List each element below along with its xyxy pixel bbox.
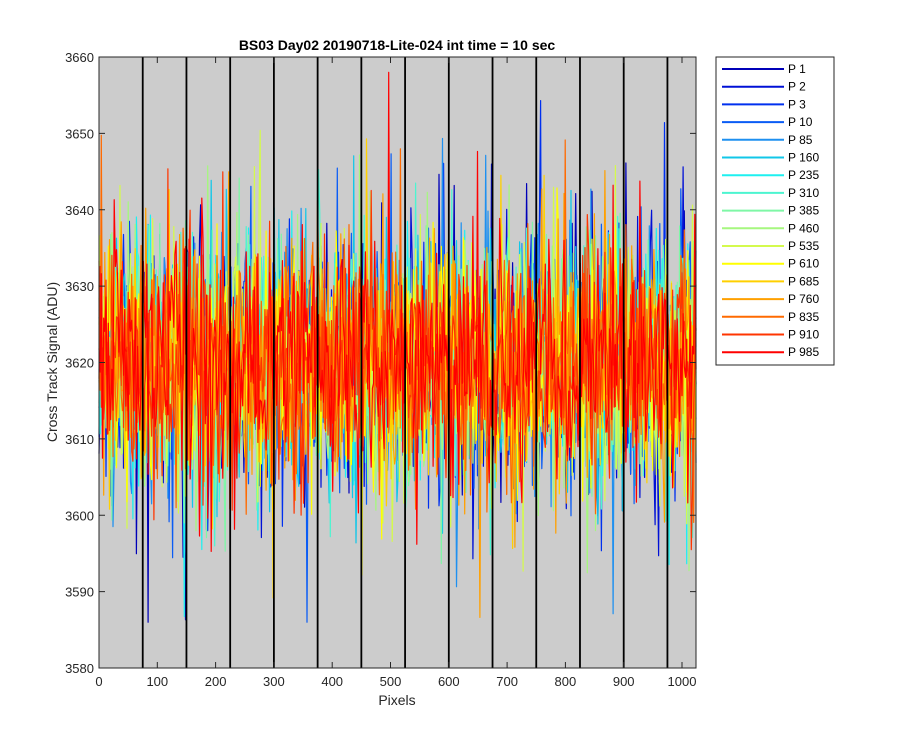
- legend-label: P 310: [788, 186, 819, 200]
- legend-label: P 460: [788, 221, 819, 235]
- legend-label: P 85: [788, 133, 813, 147]
- legend-label: P 10: [788, 115, 813, 129]
- x-tick-label: 800: [555, 674, 577, 689]
- y-axis-title: Cross Track Signal (ADU): [44, 282, 60, 442]
- reference-lines: [141, 57, 669, 668]
- y-tick-label: 3630: [65, 279, 94, 294]
- legend-label: P 385: [788, 204, 819, 218]
- legend-items: P 1 P 2 P 3 P 10 P 85 P 160 P 235 P 310 P 385 P 4…: [722, 62, 819, 359]
- y-tick-label: 3590: [65, 585, 94, 600]
- x-tick-label: 600: [438, 674, 460, 689]
- y-tick-label: 3620: [65, 356, 94, 371]
- y-tick-label: 3610: [65, 432, 94, 447]
- x-axis-ticks: 0 100 200 300 400 500 600 700 800 900 1000: [95, 57, 696, 689]
- y-tick-label: 3650: [65, 126, 94, 141]
- legend-label: P 610: [788, 257, 819, 271]
- y-tick-label: 3580: [65, 661, 94, 676]
- x-tick-label: 900: [613, 674, 635, 689]
- legend-label: P 3: [788, 97, 806, 111]
- x-tick-label: 500: [380, 674, 402, 689]
- legend-label: P 535: [788, 239, 819, 253]
- legend-label: P 835: [788, 310, 819, 324]
- legend-label: P 1: [788, 62, 806, 76]
- legend-label: P 985: [788, 345, 819, 359]
- x-tick-label: 200: [205, 674, 227, 689]
- y-tick-label: 3640: [65, 203, 94, 218]
- legend-label: P 685: [788, 274, 819, 288]
- legend-label: P 910: [788, 328, 819, 342]
- x-tick-label: 100: [146, 674, 168, 689]
- legend-label: P 235: [788, 168, 819, 182]
- x-tick-label: 1000: [668, 674, 697, 689]
- x-tick-label: 0: [95, 674, 102, 689]
- y-tick-label: 3660: [65, 50, 94, 65]
- y-tick-label: 3600: [65, 508, 94, 523]
- legend: P 1 P 2 P 3 P 10 P 85 P 160 P 235 P 310 P 385 P 4…: [715, 56, 835, 366]
- x-tick-label: 400: [321, 674, 343, 689]
- x-tick-label: 300: [263, 674, 285, 689]
- x-axis-title: Pixels: [378, 692, 415, 708]
- legend-label: P 2: [788, 80, 806, 94]
- x-tick-label: 700: [496, 674, 518, 689]
- legend-label: P 160: [788, 151, 819, 165]
- legend-label: P 760: [788, 292, 819, 306]
- series-layer: [98, 71, 697, 623]
- series-line-p-985: [98, 71, 697, 552]
- y-axis-ticks: 3580 3590 3600 3610 3620 3630 3640 3650 3660: [65, 50, 696, 676]
- chart-title: BS03 Day02 20190718-Lite-024 int time = …: [239, 37, 556, 53]
